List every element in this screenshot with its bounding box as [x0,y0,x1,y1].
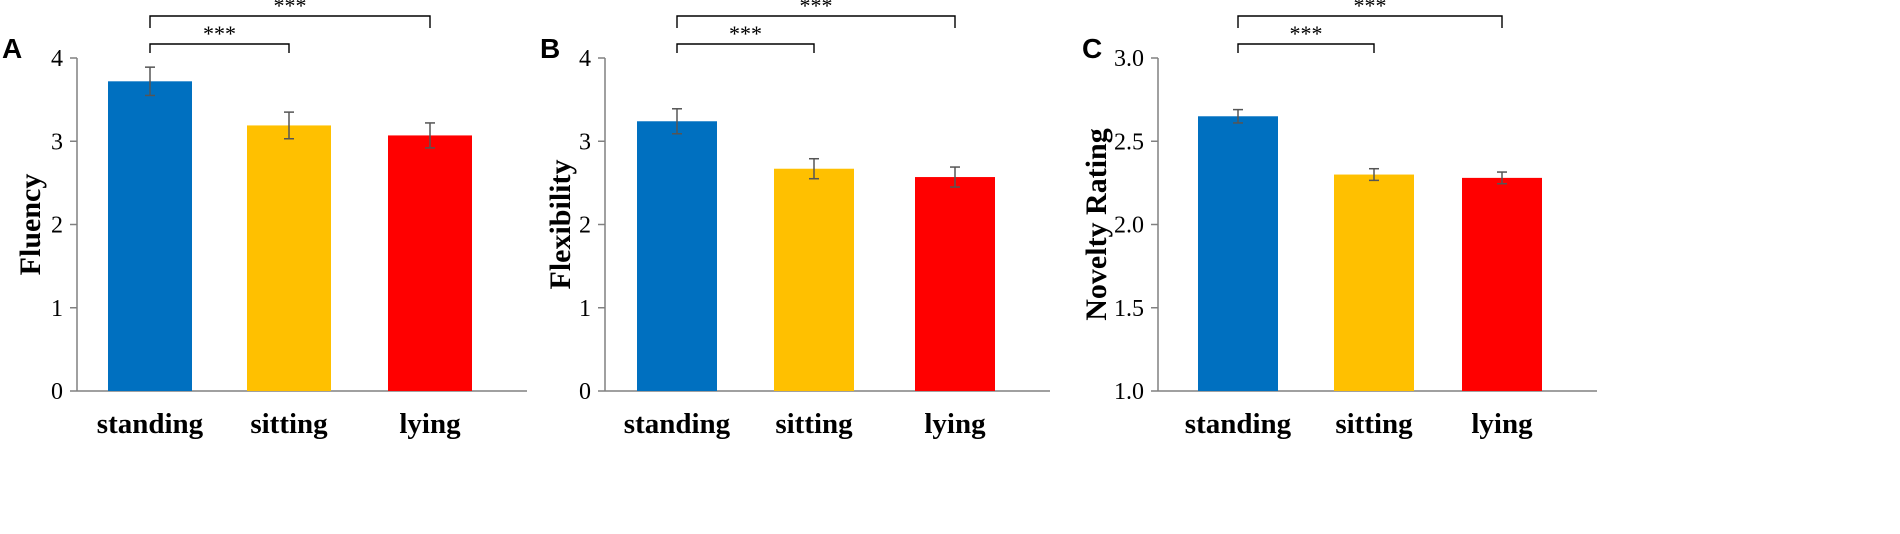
panel-letter: A [2,33,22,64]
y-axis-label: Fluency [14,174,47,276]
bar-lying [1462,177,1542,391]
significance-bracket [1237,15,1503,28]
bar-lying [915,177,995,391]
significance-bracket [149,15,431,28]
panel-letter: C [1082,33,1102,64]
x-tick-label: lying [1471,408,1533,440]
bar-standing [1198,116,1278,392]
y-tick-label: 2 [51,213,63,239]
x-tick-label: sitting [775,408,853,440]
chart-panel-b: B 0 1 2 3 4 Flexibility standing sitting lying ***… [540,0,1050,440]
y-tick-label: 1.0 [1114,379,1144,405]
y-tick-label: 1.5 [1114,296,1144,322]
significance-bracket [676,43,815,53]
y-tick-label: 2 [579,213,591,239]
y-tick-label: 2.0 [1114,213,1144,239]
y-tick-label: 1 [51,296,63,322]
x-tick-label: lying [924,408,986,440]
chart-panel-a: A 0 1 2 3 4 Fluency standing sitting lying *** *** [2,0,527,440]
y-tick-label: 0 [579,379,591,405]
significance-label: *** [800,0,833,18]
significance-bracket [676,15,956,28]
bar-lying [388,135,472,391]
y-tick-label: 0 [51,379,63,405]
x-tick-label: sitting [1335,408,1413,440]
significance-label: *** [1290,21,1323,46]
x-tick-label: standing [624,408,731,440]
significance-label: *** [203,21,236,46]
chart-panel-c: C 1.0 1.5 2.0 2.5 3.0 Novelty Rating standing si… [1080,0,1597,440]
bar-standing [108,81,192,391]
y-tick-label: 3 [579,129,591,155]
significance-bracket [1237,43,1375,53]
bar-sitting [774,168,854,391]
y-tick-label: 2.5 [1114,129,1144,155]
significance-bracket [149,43,290,53]
bar-sitting [1334,174,1414,391]
significance-label: *** [1354,0,1387,18]
bar-sitting [247,125,331,392]
significance-label: *** [729,21,762,46]
x-tick-label: standing [1185,408,1292,440]
y-axis-label: Novelty Rating [1080,128,1113,320]
y-tick-label: 3.0 [1114,46,1144,72]
y-tick-label: 1 [579,296,591,322]
panel-letter: B [540,33,560,64]
x-tick-label: standing [97,408,204,440]
x-tick-label: lying [399,408,461,440]
y-axis-label: Flexibility [544,160,577,290]
significance-label: *** [274,0,307,18]
y-tick-label: 4 [579,46,591,72]
y-tick-label: 3 [51,129,63,155]
y-tick-label: 4 [51,46,63,72]
bar-standing [637,121,717,392]
x-tick-label: sitting [250,408,328,440]
